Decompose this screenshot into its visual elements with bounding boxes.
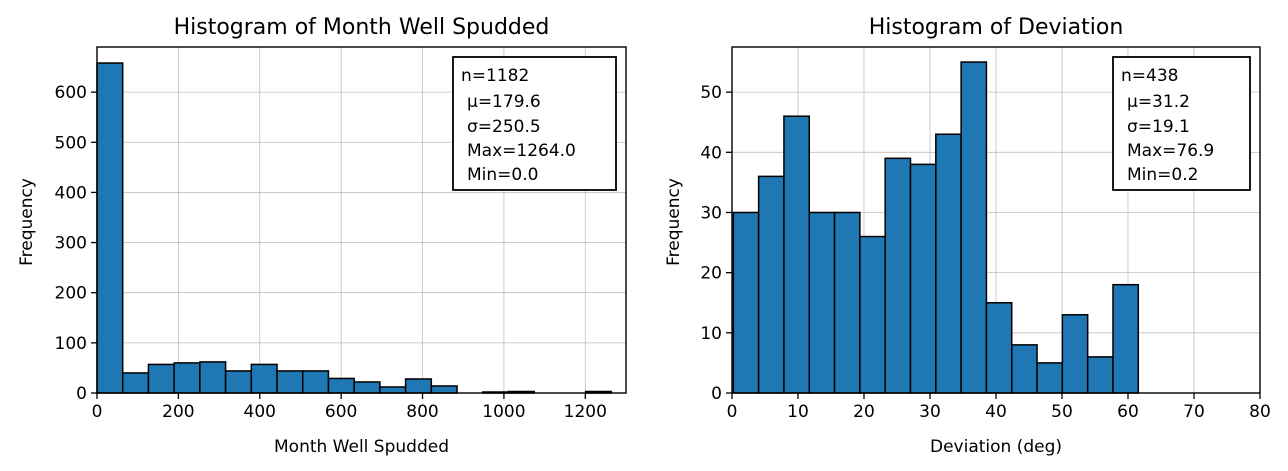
stat-n: n=438 bbox=[1121, 66, 1178, 86]
month-spudded-y-tick-label: 600 bbox=[55, 83, 87, 103]
month-spudded-y-tick-label: 500 bbox=[55, 133, 87, 153]
month-spudded-x-axis-label: Month Well Spudded bbox=[274, 437, 449, 457]
month-spudded-histogram-bar bbox=[276, 370, 304, 394]
deviation-x-axis-label: Deviation (deg) bbox=[930, 437, 1062, 457]
stat-min: Min=0.2 bbox=[1127, 165, 1198, 185]
deviation-histogram-bar bbox=[732, 211, 760, 394]
stat-min: Min=0.0 bbox=[467, 165, 538, 185]
deviation-x-tick-label: 30 bbox=[919, 402, 941, 422]
month-spudded-histogram-bar bbox=[199, 361, 227, 394]
month-spudded-stats-box: n=1182 μ=179.6 σ=250.5 Max=1264.0 Min=0.… bbox=[452, 56, 617, 191]
month-spudded-y-tick-label: 200 bbox=[55, 284, 87, 304]
month-spudded-x-tick-label: 400 bbox=[244, 402, 276, 422]
deviation-histogram-bar bbox=[1010, 344, 1038, 394]
month-spudded-histogram-bar bbox=[404, 378, 433, 394]
month-spudded-histogram-bar bbox=[96, 62, 124, 394]
deviation-title: Histogram of Deviation bbox=[869, 15, 1124, 40]
stat-mean: μ=179.6 bbox=[467, 92, 541, 112]
deviation-histogram: 0 10 20 30 40 50 60 70 80 0 10 20 30 40 50 Histogram o… bbox=[664, 15, 1271, 457]
deviation-x-tick-label: 50 bbox=[1051, 402, 1073, 422]
deviation-x-tick-label: 0 bbox=[727, 402, 738, 422]
month-spudded-histogram-bar bbox=[250, 363, 278, 394]
deviation-histogram-bar bbox=[808, 211, 836, 394]
month-spudded-y-tick-label: 400 bbox=[55, 183, 87, 203]
month-spudded-histogram-bar bbox=[353, 381, 381, 394]
month-spudded-plot-frame bbox=[96, 46, 627, 394]
month-spudded-x-tick-label: 800 bbox=[406, 402, 438, 422]
deviation-x-tick-label: 70 bbox=[1183, 402, 1205, 422]
stat-max: Max=1264.0 bbox=[467, 141, 576, 161]
deviation-x-tick-label: 20 bbox=[853, 402, 875, 422]
month-spudded-histogram-bar bbox=[121, 372, 150, 394]
deviation-histogram-bar bbox=[960, 61, 988, 394]
month-spudded-ticks: 0 200 400 600 800 1000 1200 0 100 200 300 400 500 600 bbox=[55, 83, 607, 422]
month-spudded-x-tick-label: 200 bbox=[162, 402, 194, 422]
month-spudded-title: Histogram of Month Well Spudded bbox=[174, 15, 550, 40]
deviation-y-tick-label: 20 bbox=[700, 264, 722, 284]
month-spudded-x-tick-label: 600 bbox=[325, 402, 357, 422]
month-spudded-y-tick-label: 100 bbox=[55, 334, 87, 354]
month-spudded-histogram-bar bbox=[224, 370, 253, 394]
stat-sigma: σ=250.5 bbox=[467, 117, 541, 137]
deviation-histogram-bar bbox=[1112, 283, 1140, 394]
deviation-y-tick-label: 40 bbox=[700, 143, 722, 163]
month-spudded-histogram-bar bbox=[430, 385, 458, 394]
month-spudded-histogram: 0 200 400 600 800 1000 1200 0 100 200 300 400 500 600… bbox=[17, 15, 627, 457]
deviation-histogram-bar bbox=[833, 211, 861, 394]
month-spudded-histogram-bar bbox=[173, 362, 201, 394]
deviation-histogram-bar bbox=[884, 157, 912, 394]
deviation-histogram-bar bbox=[935, 133, 962, 394]
month-spudded-y-tick-label: 0 bbox=[76, 384, 87, 404]
month-spudded-histogram-bar bbox=[147, 363, 175, 394]
deviation-histogram-bar bbox=[1086, 356, 1114, 394]
deviation-x-tick-label: 60 bbox=[1117, 402, 1139, 422]
month-spudded-histogram-bar bbox=[379, 386, 407, 394]
deviation-y-tick-label: 30 bbox=[700, 203, 722, 223]
deviation-x-tick-label: 10 bbox=[787, 402, 809, 422]
deviation-x-tick-label: 80 bbox=[1249, 402, 1271, 422]
month-spudded-x-tick-label: 1200 bbox=[564, 402, 607, 422]
deviation-histogram-bar bbox=[783, 115, 811, 394]
stat-mean: μ=31.2 bbox=[1127, 92, 1190, 112]
deviation-histogram-bar bbox=[859, 235, 886, 394]
stat-max: Max=76.9 bbox=[1127, 141, 1214, 161]
stat-n: n=1182 bbox=[461, 66, 529, 86]
month-spudded-y-tick-label: 300 bbox=[55, 234, 87, 254]
deviation-stats-box: n=438 μ=31.2 σ=19.1 Max=76.9 Min=0.2 bbox=[1112, 56, 1251, 191]
deviation-y-axis-label: Frequency bbox=[664, 178, 684, 266]
month-spudded-x-tick-label: 1000 bbox=[482, 402, 525, 422]
deviation-histogram-bar bbox=[909, 163, 937, 394]
deviation-y-tick-label: 50 bbox=[700, 83, 722, 103]
deviation-histogram-bar bbox=[1036, 362, 1064, 394]
month-spudded-histogram-bar bbox=[327, 377, 355, 394]
deviation-histogram-bar bbox=[757, 175, 785, 394]
deviation-y-tick-label: 0 bbox=[711, 384, 722, 404]
deviation-y-tick-label: 10 bbox=[700, 324, 722, 344]
month-spudded-x-tick-label: 0 bbox=[92, 402, 103, 422]
deviation-bars bbox=[732, 61, 1140, 394]
deviation-histogram-bar bbox=[985, 301, 1013, 394]
month-spudded-bars bbox=[96, 62, 613, 394]
deviation-histogram-bar bbox=[1061, 314, 1089, 394]
deviation-x-tick-label: 40 bbox=[985, 402, 1007, 422]
month-spudded-histogram-bar bbox=[301, 370, 330, 394]
stat-sigma: σ=19.1 bbox=[1127, 117, 1190, 137]
deviation-ticks: 0 10 20 30 40 50 60 70 80 0 10 20 30 40 50 bbox=[700, 83, 1270, 422]
month-spudded-y-axis-label: Frequency bbox=[17, 178, 37, 266]
